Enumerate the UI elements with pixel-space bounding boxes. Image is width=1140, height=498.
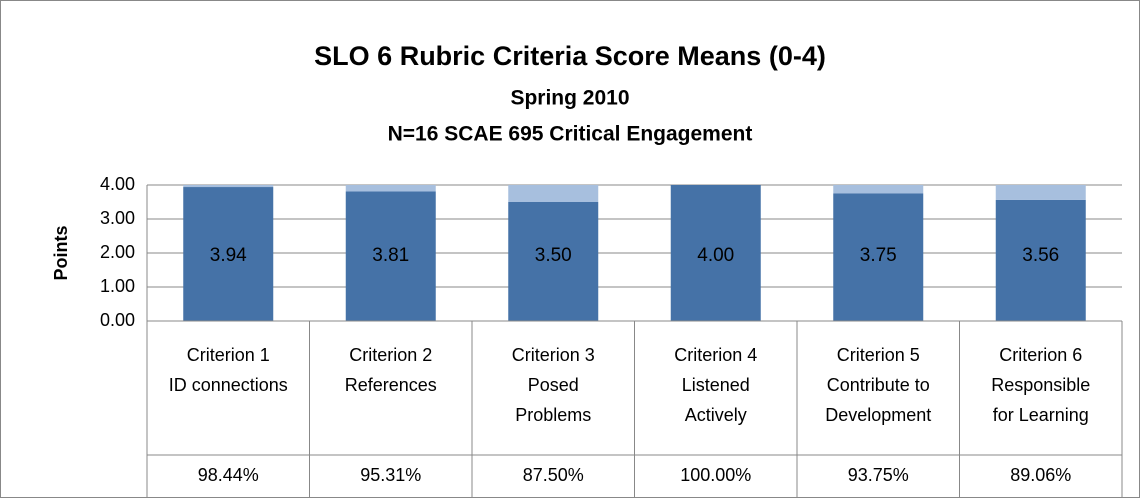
data-label: 3.75 bbox=[860, 245, 897, 266]
data-label: 4.00 bbox=[697, 245, 734, 266]
x-tick-label: Criterion 1 bbox=[187, 345, 270, 365]
table-cell: 95.31% bbox=[360, 465, 421, 485]
bar-segment bbox=[508, 202, 599, 321]
bar-segment bbox=[183, 187, 274, 321]
x-tick-label: Responsible bbox=[991, 375, 1090, 395]
y-tick-label: 3.00 bbox=[100, 208, 135, 228]
x-tick-label: for Learning bbox=[993, 405, 1089, 425]
data-label: 3.81 bbox=[372, 245, 409, 266]
bar-segment bbox=[508, 185, 599, 202]
chart-title: SLO 6 Rubric Criteria Score Means (0-4) bbox=[314, 41, 826, 71]
x-tick-label: Criterion 3 bbox=[512, 345, 595, 365]
bar-segment bbox=[995, 185, 1086, 200]
table-cell: 89.06% bbox=[1010, 465, 1071, 485]
x-tick-label: Posed bbox=[528, 375, 579, 395]
bar-segment bbox=[833, 193, 924, 321]
bar-segment bbox=[183, 185, 274, 188]
bar-segment bbox=[833, 185, 924, 194]
bar-segment bbox=[345, 185, 436, 192]
x-tick-label: Development bbox=[825, 405, 931, 425]
y-tick-label: 4.00 bbox=[100, 174, 135, 194]
table-cell: 93.75% bbox=[848, 465, 909, 485]
data-label: 3.94 bbox=[210, 245, 247, 266]
x-tick-label: Problems bbox=[515, 405, 591, 425]
x-tick-label: Criterion 4 bbox=[674, 345, 757, 365]
y-axis-label: Points bbox=[51, 225, 71, 280]
table-cell: 100.00% bbox=[680, 465, 751, 485]
bar-segment bbox=[670, 185, 761, 321]
chart-subtitle: N=16 SCAE 695 Critical Engagement bbox=[388, 123, 753, 146]
y-tick-label: 2.00 bbox=[100, 242, 135, 262]
y-tick-label: 1.00 bbox=[100, 276, 135, 296]
chart-subtitle: Spring 2010 bbox=[510, 87, 629, 110]
x-tick-label: Listened bbox=[682, 375, 750, 395]
x-tick-label: ID connections bbox=[169, 375, 288, 395]
x-tick-label: References bbox=[345, 375, 437, 395]
data-label: 3.56 bbox=[1022, 245, 1059, 266]
y-tick-label: 0.00 bbox=[100, 310, 135, 330]
table-cell: 87.50% bbox=[523, 465, 584, 485]
data-label: 3.50 bbox=[535, 245, 572, 266]
x-tick-label: Contribute to bbox=[827, 375, 930, 395]
x-tick-label: Actively bbox=[685, 405, 747, 425]
table-cell: 98.44% bbox=[198, 465, 259, 485]
bar-segment bbox=[345, 191, 436, 321]
x-tick-label: Criterion 6 bbox=[999, 345, 1082, 365]
bar-segment bbox=[995, 199, 1086, 321]
x-tick-label: Criterion 5 bbox=[837, 345, 920, 365]
x-tick-label: Criterion 2 bbox=[349, 345, 432, 365]
